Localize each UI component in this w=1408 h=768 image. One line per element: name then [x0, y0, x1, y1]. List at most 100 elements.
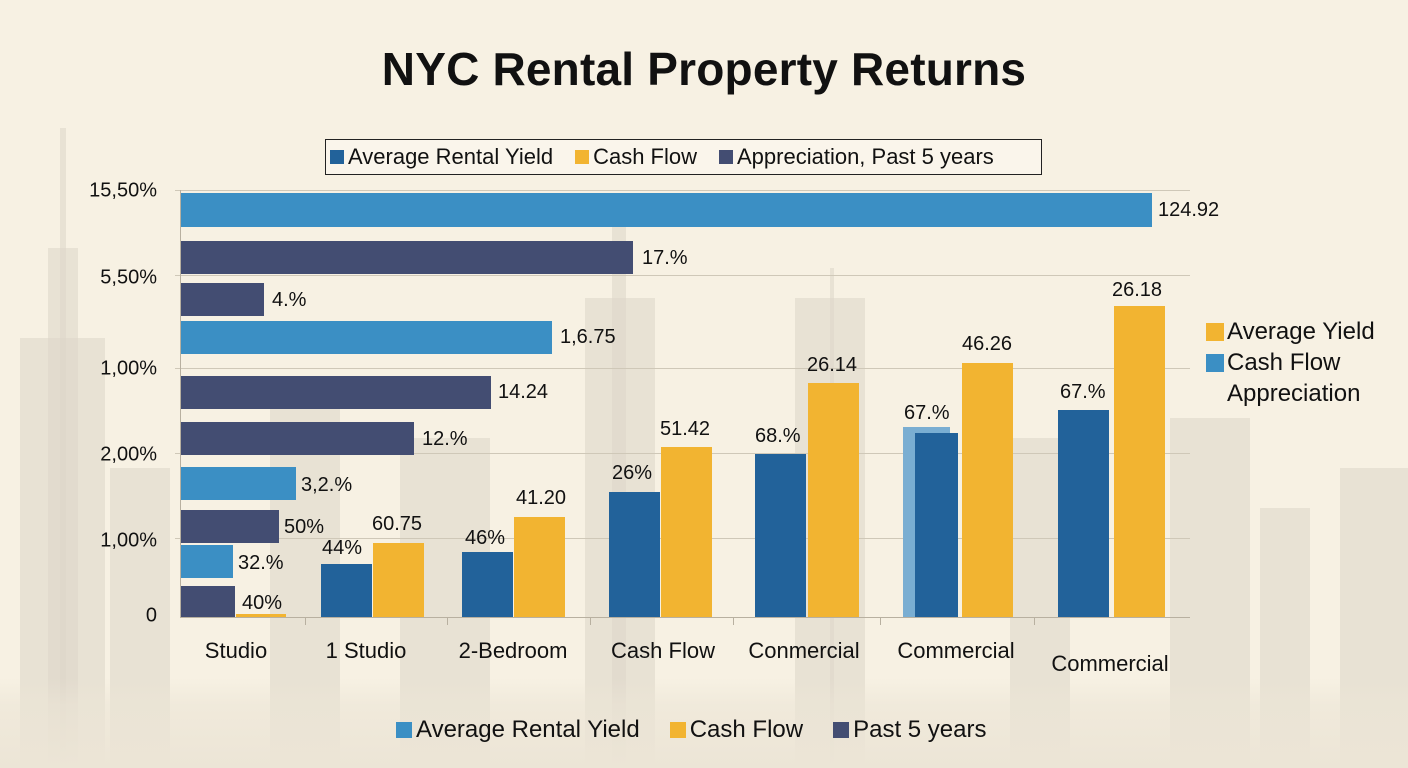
legend-label: Cash Flow [593, 144, 697, 169]
legend-item-cash-flow: Cash Flow [575, 144, 697, 170]
gridline [175, 368, 1190, 369]
vbar-value-label: 46.26 [962, 333, 1013, 355]
hbar-value-label: 124.92 [1158, 199, 1220, 221]
vbar-rental-yield[interactable] [915, 433, 958, 617]
vbar-cash-flow[interactable] [373, 543, 424, 617]
legend-item-average-yield: Average Yield [1206, 316, 1375, 347]
legend-top: Average Rental Yield Cash Flow Appreciat… [325, 139, 1042, 175]
vbar-rental-yield[interactable] [1058, 410, 1109, 617]
vbar-value-label: 68.% [755, 425, 801, 447]
legend-label: Average Yield [1227, 318, 1375, 345]
y-tick-label: 0 [145, 604, 157, 627]
vbar-cash-flow[interactable] [962, 363, 1013, 617]
hbar-value-label: 40% [242, 592, 283, 614]
hbar-rental-yield[interactable] [181, 193, 1152, 227]
vbar-value-label: 67.% [904, 402, 950, 424]
vbar-value-label: 60.75 [372, 513, 423, 535]
x-axis-label: Conmercial [748, 638, 860, 663]
vbar-value-label: 26.18 [1112, 279, 1163, 301]
hbar-value-label: 1,6.75 [560, 326, 616, 348]
vbar-value-label: 41.20 [516, 487, 567, 509]
legend-swatch-navy [719, 150, 733, 164]
hbar-value-label: 12.% [422, 428, 468, 450]
legend-swatch-dark-blue [330, 150, 344, 164]
vbar-value-label: 51.42 [660, 418, 711, 440]
legend-swatch-gold [1206, 322, 1224, 341]
y-tick-label: 1,00% [100, 529, 157, 552]
vbar-value-label: 44% [322, 537, 363, 559]
legend-label: Appreciation, Past 5 years [737, 144, 994, 169]
gridline [175, 275, 1190, 276]
hbar-appreciation[interactable] [181, 422, 414, 455]
x-axis-label: 1 Studio [325, 638, 407, 663]
hbar-value-label: 14.24 [498, 381, 549, 403]
hbar-appreciation[interactable] [181, 586, 235, 617]
vbar-value-label: 26% [612, 462, 653, 484]
vbar-cash-flow[interactable] [808, 383, 859, 617]
vbar-rental-yield[interactable] [462, 552, 513, 617]
chart-title: NYC Rental Property Returns [381, 43, 1027, 95]
gridline [175, 190, 1190, 191]
legend-right: Average Yield Cash Flow Appreciation [1206, 316, 1375, 409]
hbar-value-label: 3,2.% [301, 474, 353, 496]
hbar-appreciation[interactable] [181, 376, 491, 409]
vbar-value-label: 67.% [1060, 381, 1106, 403]
legend-item-appreciation: Appreciation [1206, 378, 1375, 409]
legend-swatch-blue [396, 722, 412, 738]
hbar-appreciation[interactable] [181, 510, 279, 543]
x-tick-mark [733, 617, 734, 625]
legend-swatch-navy [833, 722, 850, 738]
legend-item-rental-yield: Average Rental Yield [330, 144, 553, 170]
vbar-rental-yield[interactable] [609, 492, 660, 617]
x-axis-label: Studio [204, 638, 268, 663]
vbar-rental-yield[interactable] [755, 454, 806, 617]
legend-label: Average Rental Yield [416, 716, 640, 743]
vbar-cash-flow[interactable] [514, 517, 565, 617]
vbar-cash-flow[interactable] [1114, 306, 1165, 617]
x-tick-mark [305, 617, 306, 625]
legend-label: Cash Flow [1227, 349, 1341, 376]
x-axis-label: Cash Flow [611, 638, 715, 663]
hbar-rental-yield[interactable] [181, 467, 296, 500]
vbar-value-label: 46% [465, 527, 506, 549]
y-axis [180, 190, 181, 618]
legend-item-cash-flow: Cash Flow [669, 716, 804, 744]
legend-bottom: Average Rental Yield Cash Flow Past 5 ye… [396, 716, 1017, 744]
y-tick-label: 1,00% [100, 357, 157, 380]
hbar-value-label: 17.% [642, 247, 688, 269]
legend-item-appreciation: Appreciation, Past 5 years [719, 144, 994, 170]
x-axis-label: Commercial [1051, 651, 1169, 676]
legend-label: Average Rental Yield [348, 144, 554, 169]
x-axis-label: Commercial [897, 638, 1015, 663]
hbar-appreciation[interactable] [181, 241, 633, 274]
hbar-value-label: 50% [284, 516, 325, 538]
hbar-cash-flow-sliver [236, 614, 286, 617]
x-axis-label: 2-Bedroom [458, 638, 568, 663]
legend-label: Appreciation [1227, 380, 1361, 407]
x-tick-mark [447, 617, 448, 625]
vbar-cash-flow[interactable] [661, 447, 712, 617]
legend-swatch-blue [1206, 353, 1224, 372]
hbar-appreciation[interactable] [181, 283, 264, 316]
vbar-rental-yield[interactable] [321, 564, 372, 617]
hbar-rental-yield[interactable] [181, 545, 233, 578]
y-tick-label: 15,50% [89, 179, 157, 202]
y-tick-label: 5,50% [100, 266, 157, 289]
y-tick-label: 2,00% [100, 443, 157, 466]
x-tick-mark [590, 617, 591, 625]
x-tick-mark [880, 617, 881, 625]
hbar-rental-yield[interactable] [181, 321, 552, 354]
legend-swatch-gold [575, 150, 590, 164]
legend-swatch-gold [669, 722, 686, 738]
x-axis [180, 617, 1190, 618]
legend-item-cash-flow: Cash Flow [1206, 347, 1375, 378]
vbar-value-label: 26.14 [807, 354, 858, 376]
x-tick-mark [1034, 617, 1035, 625]
hbar-value-label: 32.% [238, 552, 284, 574]
legend-label: Past 5 years [853, 716, 987, 743]
hbar-value-label: 4.% [272, 289, 307, 311]
legend-label: Cash Flow [689, 716, 804, 743]
legend-item-rental-yield: Average Rental Yield [396, 716, 640, 744]
legend-item-past-5-years: Past 5 years [833, 716, 987, 744]
